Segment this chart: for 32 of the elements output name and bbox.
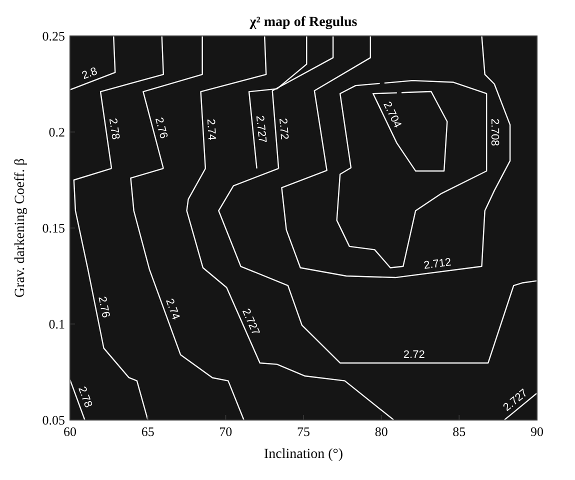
x-axis-title: Inclination (°) [264,447,344,462]
chart-title: χ² map of Regulus [248,15,358,30]
text: 2.76 [152,116,170,140]
text: 2.704 [380,100,404,130]
text: 2.78 [106,117,122,140]
text: 2.8 [80,65,100,82]
y-tick-label: 0.25 [42,28,65,44]
text: 2.727 [253,114,268,144]
y-tick-label: 0.05 [42,412,65,428]
text: 2.712 [423,256,452,272]
x-tick-label: 85 [452,424,466,439]
text: 2.78 [76,384,94,410]
line-series [372,90,448,172]
y-axis-title: Grav. darkening Coeff. β [13,158,28,298]
y-tick-label: 0.15 [42,220,65,236]
text: 2.74 [163,297,182,322]
x-tick-label: 60 [64,424,76,439]
x-tick-label: 70 [219,424,232,439]
x-tick-label: 90 [530,424,544,439]
text: 2.708 [488,118,501,146]
y-tick-label: 0.1 [48,316,65,332]
line-series [281,36,511,278]
x-tick-label: 65 [141,424,154,439]
x-tick-label: 80 [374,424,388,439]
text: 2.72 [403,349,425,362]
line-series [336,80,488,268]
text: 2.74 [204,118,218,141]
text: 2.727 [239,307,262,338]
text: 2.76 [96,295,112,319]
text: 2.72 [276,118,290,140]
x-tick-label: 75 [297,424,310,439]
y-tick-label: 0.2 [48,124,65,140]
